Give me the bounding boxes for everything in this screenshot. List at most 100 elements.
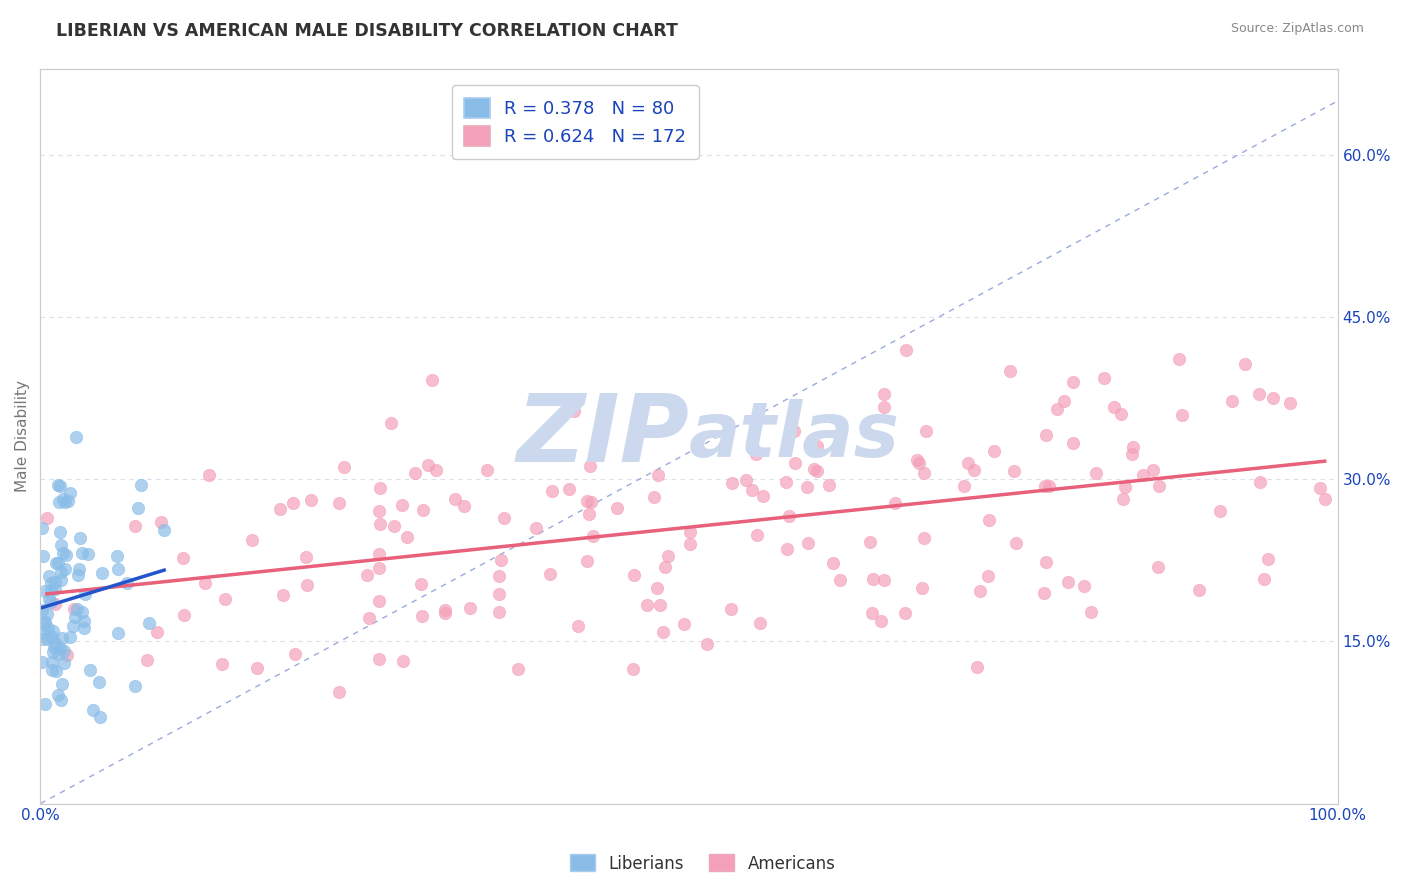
Point [367,547,389,561]
Point [1309,481,1331,495]
Point [411,576,433,591]
Point [862,572,884,586]
Point [1263,392,1285,406]
Point [131,478,153,492]
Point [821,556,844,570]
Point [44,635,66,649]
Point [650,599,672,613]
Point [1046,401,1069,416]
Point [860,607,883,621]
Point [42,624,65,638]
Point [56,648,79,662]
Point [67,561,90,575]
Text: Source: ZipAtlas.com: Source: ZipAtlas.com [1230,22,1364,36]
Point [883,496,905,510]
Point [579,459,602,474]
Point [873,400,896,414]
Point [172,551,194,566]
Point [368,561,391,575]
Text: LIBERIAN VS AMERICAN MALE DISABILITY CORRELATION CHART: LIBERIAN VS AMERICAN MALE DISABILITY COR… [56,22,678,40]
Point [46,688,69,702]
Point [31,549,53,563]
Point [73,621,96,635]
Point [645,582,668,596]
Point [32,616,55,631]
Point [62,618,84,632]
Point [194,576,217,591]
Point [1035,428,1057,442]
Point [775,542,797,557]
Point [70,546,93,560]
Point [38,592,60,607]
Point [679,524,702,539]
Point [775,475,797,489]
Point [998,364,1021,378]
Point [1053,393,1076,408]
Point [651,625,673,640]
Point [39,582,62,597]
Point [56,494,79,508]
Point [37,632,59,646]
Point [42,640,65,654]
Point [55,495,77,509]
Point [404,466,426,480]
Point [48,495,70,509]
Point [977,569,1000,583]
Point [77,547,100,561]
Point [49,538,72,552]
Point [35,607,58,621]
Point [983,444,1005,458]
Point [1004,535,1026,549]
Point [333,459,356,474]
Point [44,664,66,678]
Point [575,554,598,568]
Point [41,663,63,677]
Point [75,587,97,601]
Point [969,584,991,599]
Point [745,447,768,461]
Point [299,493,322,508]
Point [63,601,86,615]
Point [392,654,415,668]
Point [368,516,391,531]
Point [1114,480,1136,494]
Point [1080,605,1102,619]
Point [173,607,195,622]
Point [271,589,294,603]
Point [752,489,775,503]
Point [412,503,434,517]
Point [79,663,101,677]
Point [1033,478,1056,492]
Point [269,501,291,516]
Point [295,578,318,592]
Point [912,467,935,481]
Point [564,404,586,418]
Point [1147,479,1170,493]
Point [654,560,676,574]
Point [44,575,66,590]
Point [367,594,389,608]
Point [420,373,443,387]
Point [52,492,75,507]
Point [138,616,160,631]
Point [294,549,316,564]
Point [69,531,91,545]
Point [49,641,72,656]
Point [796,480,818,494]
Point [49,693,72,707]
Point [1073,579,1095,593]
Point [636,599,658,613]
Point [873,386,896,401]
Point [908,456,931,470]
Point [368,503,391,517]
Point [41,645,63,659]
Point [53,562,76,576]
Point [558,483,581,497]
Point [39,595,62,609]
Point [578,507,600,521]
Point [1188,582,1211,597]
Point [53,657,76,671]
Point [63,610,86,624]
Point [38,568,60,582]
Point [411,608,433,623]
